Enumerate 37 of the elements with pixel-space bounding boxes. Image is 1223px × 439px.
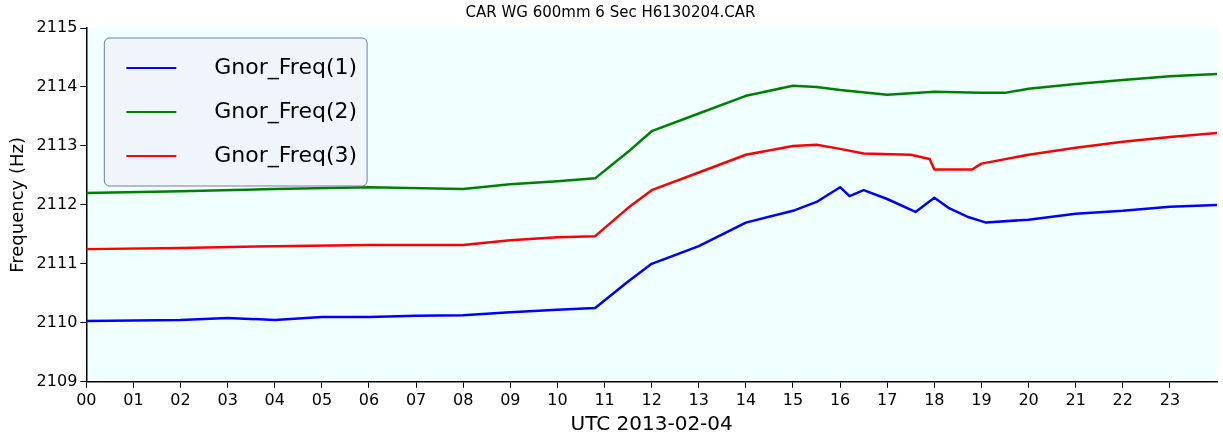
x-tick-label: 01 (123, 389, 144, 409)
x-tick-label: 09 (500, 389, 521, 409)
x-tick-label: 12 (641, 389, 662, 409)
x-tick-label: 05 (311, 389, 333, 409)
x-tick-label: 10 (547, 389, 568, 409)
x-tick-label: 20 (1018, 389, 1039, 409)
x-tick-label: 13 (688, 389, 709, 409)
legend-label: Gnor_Freq(2) (214, 97, 358, 124)
x-tick-label: 03 (217, 389, 238, 409)
x-tick-label: 02 (170, 389, 191, 409)
y-tick-label: 2110 (36, 311, 78, 331)
y-tick-label: 2113 (36, 135, 78, 155)
y-tick-label: 2111 (36, 253, 78, 273)
x-tick-label: 15 (782, 389, 804, 409)
legend-label: Gnor_Freq(3) (214, 141, 358, 168)
x-tick-label: 04 (264, 389, 285, 409)
y-tick-label: 2112 (36, 194, 78, 214)
x-tick-label: 19 (971, 389, 992, 409)
x-tick-label: 08 (453, 389, 474, 409)
x-tick-label: 22 (1112, 389, 1133, 409)
y-axis-title: Frequency (Hz) (6, 137, 28, 273)
y-tick-label: 2114 (36, 76, 78, 96)
y-tick-label: 2115 (36, 17, 78, 37)
x-tick-label: 00 (76, 389, 97, 409)
x-tick-label: 21 (1065, 389, 1086, 409)
x-tick-label: 18 (924, 389, 945, 409)
x-tick-label: 17 (877, 389, 898, 409)
chart-title: CAR WG 600mm 6 Sec H6130204.CAR (465, 2, 756, 21)
x-tick-label: 23 (1159, 389, 1181, 409)
x-tick-label: 07 (405, 389, 427, 409)
y-tick-label: 2109 (36, 370, 78, 390)
x-tick-label: 06 (358, 389, 380, 409)
x-axis-title: UTC 2013-02-04 (570, 411, 733, 436)
x-tick-label: 11 (594, 389, 615, 409)
legend-label: Gnor_Freq(1) (214, 53, 358, 80)
x-tick-label: 16 (829, 389, 851, 409)
x-tick-label: 14 (735, 389, 757, 409)
